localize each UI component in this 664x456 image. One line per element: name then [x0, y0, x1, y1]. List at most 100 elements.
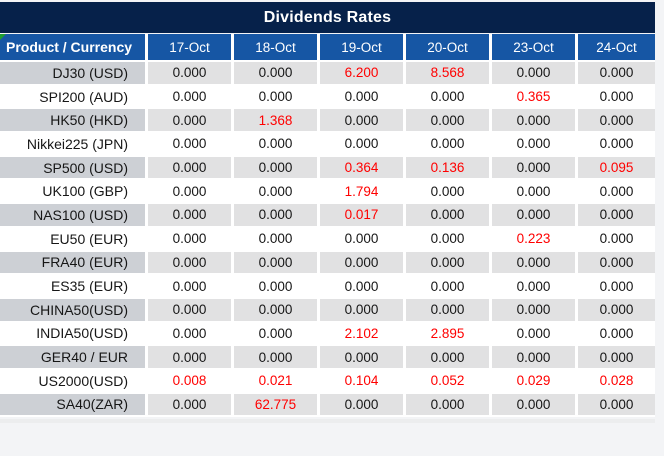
- dividend-value-cell: 0.000: [578, 393, 655, 418]
- dividend-value-cell: 0.000: [148, 109, 234, 134]
- dividend-value-cell: 0.000: [234, 251, 320, 276]
- dividend-value-cell: 0.000: [320, 275, 406, 299]
- header-row: Product / Currency 17-Oct 18-Oct 19-Oct 20-…: [0, 34, 655, 62]
- dividend-value-cell: 0.000: [492, 109, 578, 134]
- product-cell: SA40(ZAR): [0, 393, 148, 418]
- header-cell-date: 18-Oct: [234, 34, 320, 62]
- dividend-value-cell: 0.000: [320, 109, 406, 134]
- dividend-value-cell: 0.000: [320, 298, 406, 323]
- dividend-value-cell: 0.000: [148, 322, 234, 347]
- dividend-value-cell: 0.000: [578, 346, 655, 370]
- dividend-value-cell: 0.000: [578, 133, 655, 157]
- table-title-bar: Dividends Rates: [0, 2, 655, 33]
- dividend-value-cell: 0.000: [148, 133, 234, 157]
- dividend-value-cell: 0.000: [234, 227, 320, 252]
- dividend-value-cell: 0.000: [578, 109, 655, 134]
- dividend-value-cell: 0.000: [148, 346, 234, 370]
- table-row: SPI200 (AUD) 0.000 0.000 0.000 0.000 0.365 0.0…: [0, 85, 655, 110]
- header-cell-date: 17-Oct: [148, 34, 234, 62]
- header-cell-date: 20-Oct: [406, 34, 492, 62]
- dividend-value-cell: 0.000: [492, 204, 578, 228]
- dividend-value-cell: 0.000: [406, 275, 492, 299]
- dividend-value-cell: 0.223: [492, 227, 578, 252]
- dividend-value-cell: 0.136: [406, 156, 492, 181]
- product-cell: EU50 (EUR): [0, 227, 148, 252]
- product-cell: FRA40 (EUR): [0, 251, 148, 276]
- dividend-value-cell: 0.000: [406, 133, 492, 157]
- dividend-value-cell: 8.568: [406, 62, 492, 86]
- dividend-value-cell: 0.000: [234, 275, 320, 299]
- dividend-value-cell: 2.102: [320, 322, 406, 347]
- dividend-value-cell: 0.000: [492, 133, 578, 157]
- dividend-value-cell: 0.000: [492, 180, 578, 205]
- dividend-value-cell: 0.000: [234, 204, 320, 228]
- dividend-value-cell: 0.029: [492, 369, 578, 394]
- table-row: INDIA50(USD) 0.000 0.000 2.102 2.895 0.000 0.0…: [0, 322, 655, 347]
- product-cell: ES35 (EUR): [0, 275, 148, 299]
- dividend-value-cell: 0.000: [492, 322, 578, 347]
- dividend-value-cell: 0.000: [406, 393, 492, 418]
- dividend-value-cell: 0.000: [578, 62, 655, 86]
- product-cell: SPI200 (AUD): [0, 85, 148, 110]
- dividend-value-cell: 0.017: [320, 204, 406, 228]
- dividend-value-cell: 0.028: [578, 369, 655, 394]
- dividend-value-cell: 0.000: [492, 62, 578, 86]
- table-row: ES35 (EUR) 0.000 0.000 0.000 0.000 0.000 0.000: [0, 275, 655, 299]
- dividend-value-cell: 0.000: [148, 180, 234, 205]
- dividend-value-cell: 62.775: [234, 393, 320, 418]
- dividend-value-cell: 0.008: [148, 369, 234, 394]
- dividend-value-cell: 0.000: [320, 133, 406, 157]
- header-cell-product-currency: Product / Currency: [0, 34, 148, 62]
- dividend-value-cell: 0.000: [148, 204, 234, 228]
- dividend-value-cell: 1.794: [320, 180, 406, 205]
- dividends-rates-sheet: Dividends Rates Product / Currency 17-Oc…: [0, 2, 655, 418]
- dividend-value-cell: 0.052: [406, 369, 492, 394]
- dividend-value-cell: 0.000: [406, 251, 492, 276]
- dividend-value-cell: 0.000: [234, 346, 320, 370]
- table-row: SA40(ZAR) 0.000 62.775 0.000 0.000 0.000 0.000: [0, 393, 655, 418]
- product-cell: CHINA50(USD): [0, 298, 148, 323]
- table-row: CHINA50(USD) 0.000 0.000 0.000 0.000 0.000 0.0…: [0, 298, 655, 323]
- header-cell-date: 23-Oct: [492, 34, 578, 62]
- dividend-value-cell: 0.000: [406, 180, 492, 205]
- dividend-value-cell: 0.000: [320, 227, 406, 252]
- header-cell-date: 19-Oct: [320, 34, 406, 62]
- dividend-value-cell: 0.000: [234, 85, 320, 110]
- dividend-value-cell: 0.000: [234, 322, 320, 347]
- dividend-value-cell: 6.200: [320, 62, 406, 86]
- dividend-value-cell: 2.895: [406, 322, 492, 347]
- dividend-value-cell: 0.000: [148, 227, 234, 252]
- dividend-value-cell: 0.000: [406, 346, 492, 370]
- dividend-value-cell: 0.000: [148, 298, 234, 323]
- table-row: UK100 (GBP) 0.000 0.000 1.794 0.000 0.000 0.00…: [0, 180, 655, 205]
- table-row: US2000(USD) 0.008 0.021 0.104 0.052 0.029 0.02…: [0, 369, 655, 394]
- dividend-value-cell: 0.000: [578, 298, 655, 323]
- dividend-value-cell: 0.364: [320, 156, 406, 181]
- dividend-value-cell: 0.000: [406, 204, 492, 228]
- dividend-value-cell: 0.000: [492, 346, 578, 370]
- dividend-value-cell: 0.000: [406, 85, 492, 110]
- product-cell: INDIA50(USD): [0, 322, 148, 347]
- table-row: EU50 (EUR) 0.000 0.000 0.000 0.000 0.223 0.000: [0, 227, 655, 252]
- dividend-value-cell: 0.000: [320, 251, 406, 276]
- dividend-value-cell: 0.000: [234, 62, 320, 86]
- table-row: FRA40 (EUR) 0.000 0.000 0.000 0.000 0.000 0.00…: [0, 251, 655, 276]
- dividend-value-cell: 0.104: [320, 369, 406, 394]
- dividend-value-cell: 0.000: [492, 156, 578, 181]
- dividend-value-cell: 0.000: [492, 393, 578, 418]
- dividend-value-cell: 0.000: [492, 251, 578, 276]
- table-row: HK50 (HKD) 0.000 1.368 0.000 0.000 0.000 0.000: [0, 109, 655, 134]
- product-cell: DJ30 (USD): [0, 62, 148, 86]
- dividend-value-cell: 0.365: [492, 85, 578, 110]
- dividend-value-cell: 0.000: [320, 85, 406, 110]
- excel-error-corner-icon: [0, 34, 6, 40]
- table-row: NAS100 (USD) 0.000 0.000 0.017 0.000 0.000 0.0…: [0, 204, 655, 228]
- dividend-value-cell: 0.000: [320, 393, 406, 418]
- product-cell: UK100 (GBP): [0, 180, 148, 205]
- dividend-value-cell: 0.000: [578, 251, 655, 276]
- product-cell: US2000(USD): [0, 369, 148, 394]
- dividend-value-cell: 0.000: [406, 109, 492, 134]
- table-row: Nikkei225 (JPN) 0.000 0.000 0.000 0.000 0.000…: [0, 133, 655, 157]
- dividend-value-cell: 0.000: [578, 180, 655, 205]
- table-row: GER40 / EUR 0.000 0.000 0.000 0.000 0.000 0.00…: [0, 346, 655, 370]
